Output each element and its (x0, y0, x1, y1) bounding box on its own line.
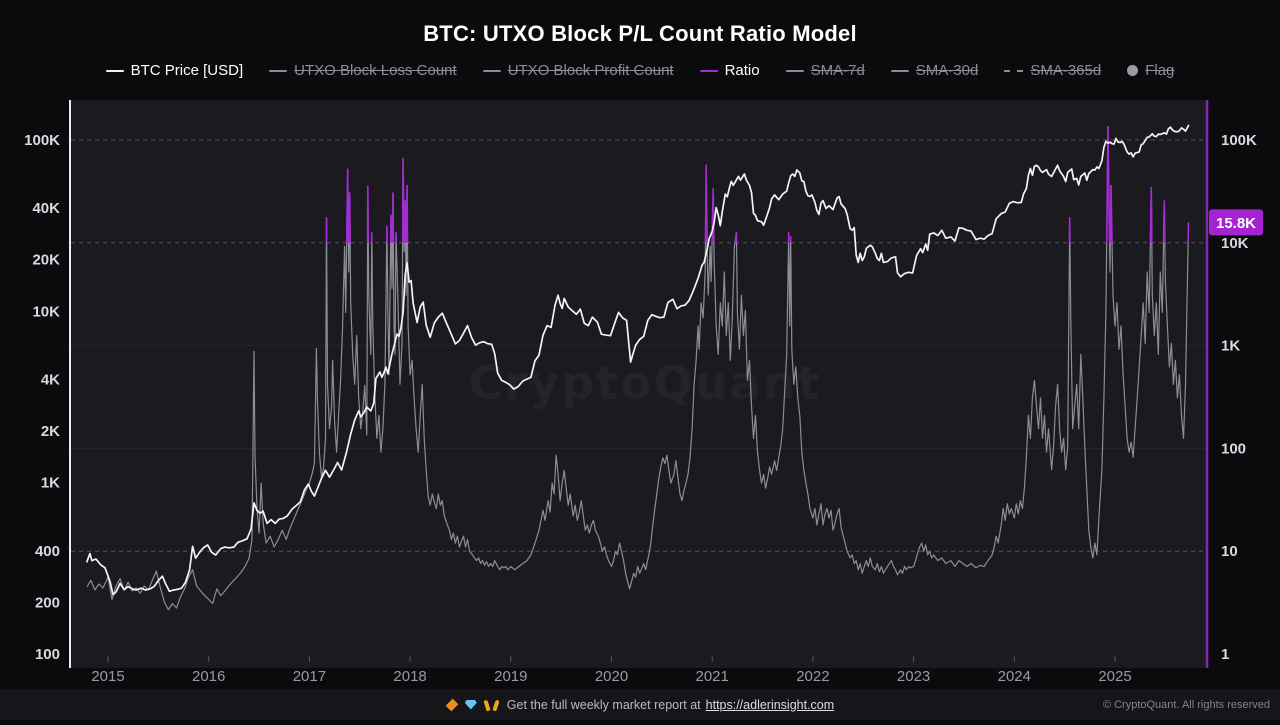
x-axis-labels: 2015 2016 2017 2018 2019 2020 2021 2022 2023 2024… (91, 656, 1132, 685)
legend-item-sma-365d[interactable]: SMA-365d (1004, 62, 1101, 79)
svg-text:2K: 2K (41, 423, 60, 440)
svg-text:2021: 2021 (696, 668, 729, 685)
svg-text:2018: 2018 (393, 668, 426, 685)
gem-icon (464, 699, 477, 710)
svg-text:2015: 2015 (91, 668, 124, 685)
legend-label: BTC Price [USD] (130, 62, 244, 79)
svg-text:1K: 1K (41, 475, 60, 492)
legend-label: SMA-365d (1030, 62, 1102, 79)
svg-text:10K: 10K (1221, 235, 1249, 252)
svg-text:100K: 100K (1221, 132, 1257, 149)
svg-text:15.8K: 15.8K (1216, 215, 1256, 232)
raised-hands-icon (483, 699, 500, 711)
line-swatch (105, 69, 124, 72)
legend-label: UTXO Block Profit Count (507, 62, 674, 79)
btc-price-line (86, 124, 1190, 596)
legend-item-flag[interactable]: Flag (1127, 62, 1174, 79)
svg-text:400: 400 (35, 543, 60, 560)
svg-text:200: 200 (35, 594, 60, 611)
legend-label: Flag (1145, 62, 1175, 79)
svg-text:4K: 4K (41, 372, 60, 389)
line-swatch (699, 69, 718, 72)
svg-text:100K: 100K (24, 132, 60, 149)
ratio-line-highlight (325, 125, 1190, 243)
svg-text:100: 100 (1221, 440, 1246, 457)
page-title: BTC: UTXO Block P/L Count Ratio Model (423, 21, 857, 46)
svg-text:20K: 20K (32, 252, 60, 269)
footer-bar: Get the full weekly market report at htt… (0, 689, 1280, 720)
svg-text:10: 10 (1221, 543, 1238, 560)
right-axis-labels: 100K 10K 1K 100 10 1 (1221, 132, 1257, 663)
orange-diamond-icon (445, 698, 459, 711)
svg-text:2023: 2023 (897, 668, 930, 685)
plot-area[interactable] (71, 100, 1207, 668)
svg-text:40K: 40K (32, 200, 60, 217)
svg-text:1K: 1K (1221, 338, 1240, 355)
svg-text:2020: 2020 (595, 668, 628, 685)
svg-text:10K: 10K (32, 303, 60, 320)
legend-item-utxo-block-loss-count[interactable]: UTXO Block Loss Count (269, 62, 457, 79)
current-ratio-badge: 15.8K (1209, 209, 1263, 236)
legend-item-ratio[interactable]: Ratio (699, 62, 760, 79)
line-swatch (482, 69, 501, 72)
report-link[interactable]: https://adlerinsight.com (705, 697, 835, 712)
left-axis-labels: 100K 40K 20K 10K 4K 2K 1K 400 200 100 (24, 132, 60, 663)
flag-circle-swatch (1127, 65, 1139, 76)
footer-message: Get the full weekly market report at htt… (0, 689, 1280, 720)
legend-label: SMA-7d (810, 62, 865, 79)
footer-message-text: Get the full weekly market report at (506, 697, 701, 712)
line-swatch (890, 69, 909, 72)
line-swatch (785, 69, 804, 72)
legend-label: Ratio (724, 62, 760, 79)
legend-item-sma-30d[interactable]: SMA-30d (890, 62, 979, 79)
legend: BTC Price [USD] UTXO Block Loss Count UTXO… (60, 62, 1220, 79)
legend-label: UTXO Block Loss Count (294, 62, 457, 79)
copyright-text: © CryptoQuant. All rights reserved (1102, 698, 1270, 711)
watermark: CryptoQuant (469, 356, 822, 410)
legend-item-btc-price-usd-[interactable]: BTC Price [USD] (105, 62, 244, 79)
svg-text:2024: 2024 (998, 668, 1031, 685)
svg-text:2017: 2017 (293, 668, 326, 685)
svg-text:2019: 2019 (494, 668, 527, 685)
dashed-line-swatch (1004, 69, 1024, 72)
svg-text:2022: 2022 (796, 668, 829, 685)
legend-item-sma-7d[interactable]: SMA-7d (785, 62, 865, 79)
line-swatch (269, 69, 288, 72)
svg-text:2025: 2025 (1098, 668, 1131, 685)
svg-text:100: 100 (35, 646, 60, 663)
legend-item-utxo-block-profit-count[interactable]: UTXO Block Profit Count (482, 62, 674, 79)
legend-label: SMA-30d (915, 62, 979, 79)
svg-text:2016: 2016 (192, 668, 225, 685)
svg-text:1: 1 (1221, 646, 1229, 663)
